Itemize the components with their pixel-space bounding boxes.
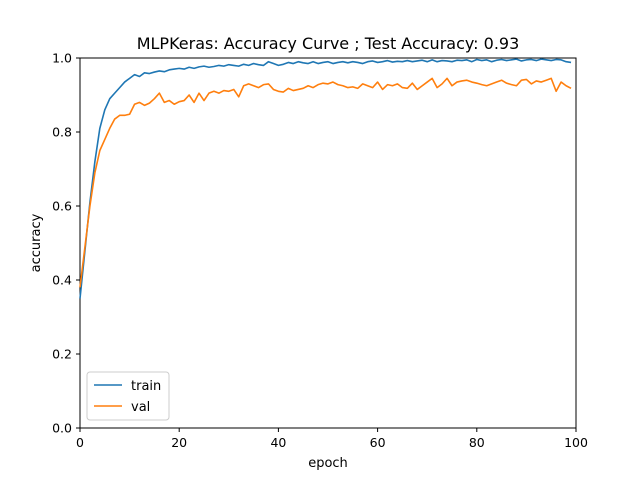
y-tick-label: 0.6: [52, 199, 72, 214]
x-axis-label: epoch: [308, 456, 348, 471]
y-tick-label: 0.8: [52, 125, 72, 140]
x-tick-label: 100: [564, 435, 588, 450]
chart-title: MLPKeras: Accuracy Curve ; Test Accuracy…: [137, 34, 520, 53]
series-line-train: [79, 58, 572, 299]
x-axis: 0 20 40 60 80 100: [76, 428, 588, 450]
x-tick-label: 20: [171, 435, 187, 450]
legend-label-train: train: [131, 379, 161, 394]
x-tick-label: 40: [270, 435, 286, 450]
x-tick-label: 60: [370, 435, 386, 450]
y-tick-label: 0.4: [52, 273, 72, 288]
x-tick-label: 80: [469, 435, 485, 450]
series-lines: [79, 58, 572, 299]
legend-label-val: val: [131, 400, 150, 415]
legend-box: [86, 371, 170, 421]
legend: train val: [86, 371, 170, 421]
x-tick-label: 0: [76, 435, 84, 450]
y-tick-label: 0.2: [52, 347, 72, 362]
y-tick-label: 1.0: [52, 51, 72, 66]
y-tick-label: 0.0: [52, 421, 72, 436]
y-axis-label: accuracy: [29, 213, 44, 272]
plot-frame: [79, 57, 577, 429]
plot-area: [79, 57, 577, 429]
y-axis: 0.0 0.2 0.4 0.6 0.8 1.0: [52, 51, 80, 436]
series-line-val: [79, 77, 572, 288]
